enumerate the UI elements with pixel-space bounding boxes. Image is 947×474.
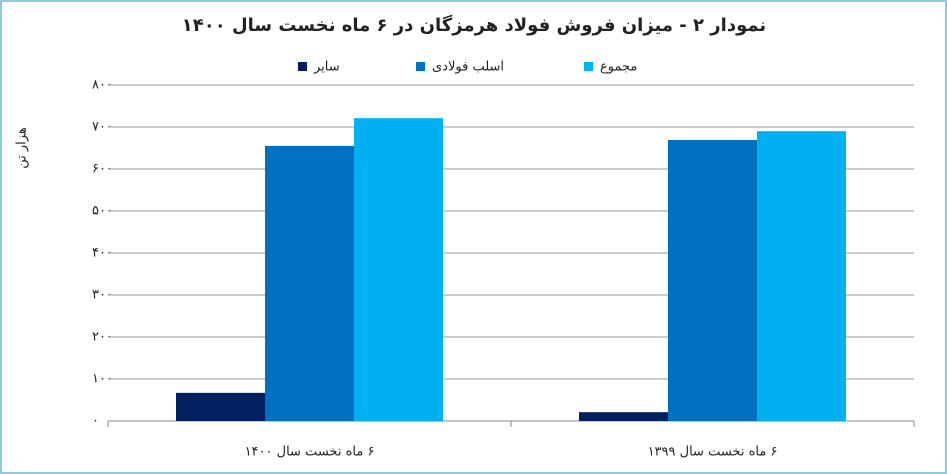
chart-title: نمودار ۲ - میزان فروش فولاد هرمزگان در ۶… [182, 14, 766, 36]
legend-label: مجموع [600, 60, 637, 75]
legend-label: اسلب فولادی [432, 60, 504, 75]
bar [265, 145, 354, 421]
y-tick-label: ۷۰۰ [92, 120, 113, 135]
legend-swatch [584, 62, 593, 71]
bar [757, 131, 846, 421]
bar [354, 118, 443, 422]
bar [176, 392, 265, 421]
y-tick-label: ۶۰۰ [92, 162, 113, 177]
y-tick-label: ۴۰۰ [92, 246, 113, 261]
y-tick-label: ۲۰۰ [92, 330, 113, 345]
x-tick-label: ۶ ماه نخست سال ۱۳۹۹ [648, 445, 778, 460]
legend-label: سایر [313, 60, 340, 75]
legend-swatch [298, 62, 307, 71]
y-tick-label: ۵۰۰ [92, 204, 113, 219]
y-tick-label: ۳۰۰ [92, 288, 113, 303]
bar [668, 140, 757, 421]
bar [579, 412, 668, 421]
y-tick-label: ۸۰۰ [92, 78, 113, 93]
y-tick-label: ۱۰۰ [92, 372, 113, 387]
y-tick-label: ۰ [92, 414, 99, 429]
legend-swatch [416, 62, 425, 71]
y-axis-label: هزار تن [15, 127, 30, 169]
x-tick-label: ۶ ماه نخست سال ۱۴۰۰ [245, 445, 375, 460]
